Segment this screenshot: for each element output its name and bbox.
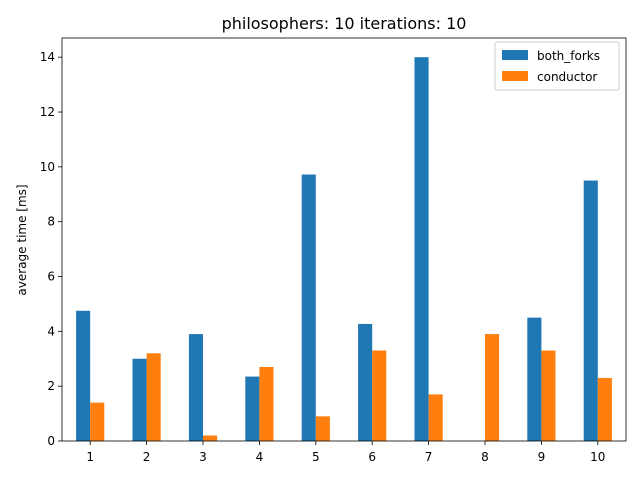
bar-both_forks-4 <box>245 376 260 441</box>
x-tick-label: 5 <box>312 450 320 464</box>
bar-conductor-3 <box>203 435 218 441</box>
x-tick-label: 8 <box>481 450 489 464</box>
series-conductor <box>90 334 612 441</box>
y-tick-label: 6 <box>47 270 55 284</box>
bar-both_forks-2 <box>132 358 147 441</box>
bar-both_forks-1 <box>76 310 91 441</box>
x-tick-label: 7 <box>425 450 433 464</box>
x-tick-label: 4 <box>256 450 264 464</box>
y-axis-label: average time [ms] <box>15 184 29 295</box>
bar-conductor-9 <box>541 350 556 441</box>
bar-conductor-2 <box>146 353 161 441</box>
bar-conductor-8 <box>485 334 500 441</box>
chart-title: philosophers: 10 iterations: 10 <box>222 14 467 33</box>
bar-both_forks-7 <box>414 57 429 441</box>
bar-conductor-1 <box>90 402 105 441</box>
plot-frame <box>61 37 627 442</box>
bar-conductor-10 <box>597 377 612 441</box>
legend-label-both_forks: both_forks <box>537 49 600 63</box>
y-tick-label: 4 <box>47 324 55 338</box>
x-tick-label: 1 <box>86 450 94 464</box>
bar-conductor-7 <box>428 394 443 441</box>
x-tick-label: 9 <box>538 450 546 464</box>
bar-both_forks-10 <box>583 180 598 442</box>
bar-both_forks-9 <box>527 317 542 441</box>
y-tick-label: 14 <box>40 50 55 64</box>
x-tick-label: 6 <box>368 450 376 464</box>
bar-both_forks-5 <box>301 174 316 441</box>
y-tick-label: 8 <box>47 215 55 229</box>
x-tick-label: 2 <box>143 450 151 464</box>
x-tick-label: 3 <box>199 450 207 464</box>
bar-both_forks-3 <box>188 334 203 441</box>
legend: both_forks conductor <box>494 41 620 91</box>
bar-conductor-6 <box>372 350 387 441</box>
x-tick-label: 10 <box>590 450 605 464</box>
legend-swatch-both_forks <box>502 50 528 60</box>
series-both_forks <box>76 57 598 442</box>
y-tick-label: 10 <box>40 160 55 174</box>
y-tick-label: 2 <box>47 379 55 393</box>
bar-conductor-4 <box>259 366 274 441</box>
y-tick-label: 0 <box>47 434 55 448</box>
bar-both_forks-6 <box>358 323 373 441</box>
legend-swatch-conductor <box>502 71 528 81</box>
bar-conductor-5 <box>315 416 330 441</box>
y-tick-label: 12 <box>40 105 55 119</box>
legend-label-conductor: conductor <box>537 70 597 84</box>
